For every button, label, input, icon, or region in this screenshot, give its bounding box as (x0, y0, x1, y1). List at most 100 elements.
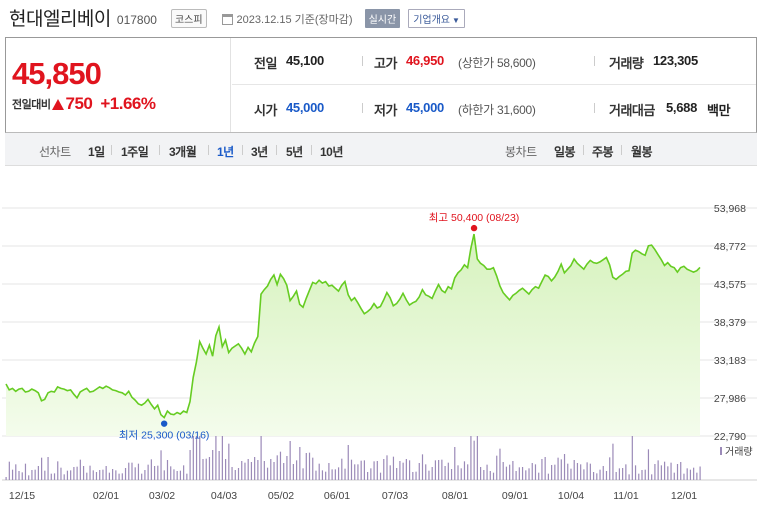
volume-bar (89, 465, 91, 480)
period-1y[interactable]: 1년 (217, 145, 234, 159)
volume-bar (315, 470, 317, 480)
candle-chart-label: 봉차트 (505, 145, 537, 159)
high-label: 고가 (374, 56, 397, 71)
volume-bar (31, 470, 33, 480)
candle-monthly[interactable]: 월봉 (631, 145, 653, 159)
volume-bar (689, 469, 692, 480)
volume-bar (360, 460, 362, 480)
volume-bar (186, 473, 188, 480)
period-5y[interactable]: 5년 (286, 145, 303, 159)
volume-bar (376, 461, 378, 480)
low-label: 저가 (374, 103, 397, 118)
x-tick-label: 11/01 (613, 490, 639, 502)
y-tick-label: 53,968 (714, 203, 746, 215)
stock-code: 017800 (116, 12, 157, 27)
volume-bar (337, 467, 340, 480)
volume-bar (641, 470, 643, 480)
low-marker (160, 420, 168, 427)
volume-bar (622, 468, 624, 480)
volume-bar (589, 463, 591, 480)
volume-bar (447, 462, 449, 480)
volume-bar (557, 457, 559, 480)
volume-bar (273, 462, 275, 480)
divider (311, 145, 312, 155)
volume-bar (418, 463, 420, 480)
volume-bar (347, 445, 349, 480)
x-tick-label: 09/01 (502, 490, 528, 502)
volume-bar (441, 459, 443, 480)
company-name: 현대엘리베이 (9, 8, 111, 30)
x-tick-label: 04/03 (211, 490, 237, 502)
candle-weekly[interactable]: 주봉 (592, 145, 614, 159)
volume-bar (496, 455, 498, 480)
volume-bar (302, 468, 304, 480)
candle-daily[interactable]: 일봉 (554, 145, 576, 159)
volume-bar (105, 466, 107, 480)
volume-bar (218, 451, 220, 480)
line-chart-label: 선차트 (39, 145, 71, 159)
volume-bar (483, 470, 485, 480)
volume-bar (473, 440, 475, 480)
volume-bar (647, 449, 650, 480)
period-3m[interactable]: 3개월 (169, 145, 197, 159)
volume-bar (82, 466, 85, 480)
divider (362, 56, 363, 66)
volume-bar (467, 464, 469, 480)
volume-bar (386, 455, 388, 480)
volume-bar (670, 462, 672, 480)
x-tick-label: 05/02 (268, 490, 294, 502)
volume-bar (499, 448, 501, 480)
volume-bar (680, 462, 682, 480)
volume-bar (73, 467, 75, 480)
divider (276, 145, 277, 155)
volume-bar (263, 461, 265, 480)
volume-bar (321, 470, 324, 480)
volume-bar (221, 436, 223, 480)
volume-bar (609, 457, 611, 480)
x-tick-label: 06/01 (324, 490, 350, 502)
period-10y[interactable]: 10년 (320, 145, 343, 159)
period-3y[interactable]: 3년 (251, 145, 268, 159)
volume-bar (334, 469, 336, 480)
volume-bar (212, 450, 214, 480)
volume-bar (150, 459, 152, 480)
divider (621, 145, 622, 155)
volume-bar (544, 457, 546, 480)
volume-bar (667, 466, 669, 480)
volume-bar (44, 470, 46, 480)
volume-bar (286, 456, 288, 480)
volume-bar (625, 464, 627, 480)
volume-bar (11, 469, 14, 480)
realtime-button[interactable]: 실시간 (364, 9, 401, 28)
change-label: 전일대비 (12, 99, 51, 111)
volume-bar (292, 464, 294, 480)
volume-bar (50, 473, 52, 480)
volume-bar (693, 467, 695, 480)
volume-bar (518, 467, 520, 480)
volume-bar (396, 468, 398, 480)
volume-bar (570, 468, 572, 480)
volume-bar (605, 471, 608, 480)
volume-bar (331, 469, 333, 480)
volume-bar (199, 436, 201, 480)
volume-bar (195, 436, 198, 480)
period-1d[interactable]: 1일 (88, 145, 105, 159)
trade-amount-unit: 백만 (707, 103, 731, 118)
volume-bar (618, 468, 621, 480)
y-tick-label: 48,772 (714, 241, 746, 253)
volume-bar (457, 465, 459, 480)
company-info-dropdown[interactable]: 기업개요 ▼ (408, 9, 465, 28)
volume-bar (228, 443, 230, 480)
y-tick-label: 27,986 (714, 393, 746, 405)
period-1w[interactable]: 1주일 (121, 145, 149, 159)
volume-bar (663, 461, 666, 480)
volume-value: 123,305 (653, 53, 698, 68)
x-tick-label: 07/03 (382, 490, 408, 502)
volume-bar (47, 457, 49, 480)
volume-bar (576, 463, 579, 480)
volume-bar (438, 460, 440, 480)
period-bar: 선차트 1일 1주일 3개월 1년 3년 5년 10년 봉차트 일봉 주봉 월봉 (5, 133, 757, 166)
divider (594, 56, 595, 66)
volume-legend-icon (720, 447, 722, 455)
volume-bar (305, 453, 307, 480)
